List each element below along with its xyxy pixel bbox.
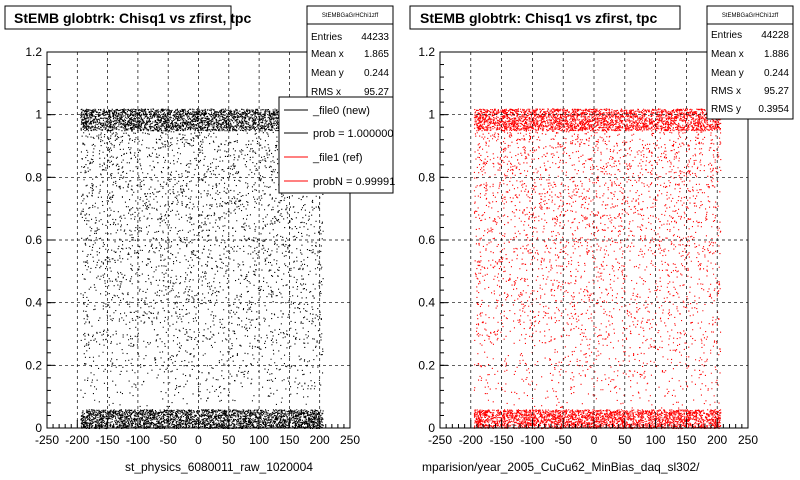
left-title: StEMB globtrk: Chisq1 vs zfirst, tpc	[14, 10, 251, 26]
right-title: StEMB globtrk: Chisq1 vs zfirst, tpc	[420, 10, 657, 26]
x-tick-label-8: 150	[676, 433, 696, 447]
left-stats-label-0: Entries	[311, 32, 342, 43]
left-stats-box: StEMBGaGrHChi1zff Entries 44233 Mean x 1…	[306, 5, 394, 105]
right-stats-label-2: Mean y	[711, 68, 744, 79]
x-tick-label-4: -50	[160, 433, 178, 447]
left-stats-value-1: 1.865	[364, 49, 389, 60]
y-tick-label-2: 0.4	[418, 296, 435, 310]
y-tick-label-2: 0.4	[25, 296, 42, 310]
right-stats-label-0: Entries	[711, 30, 742, 41]
y-tick-label-5: 1	[35, 108, 42, 122]
right-stats-value-4: 0.3954	[758, 104, 789, 115]
x-tick-label-5: 0	[195, 433, 202, 447]
x-tick-label-7: 100	[646, 433, 666, 447]
x-tick-label-8: 150	[279, 433, 299, 447]
left-stats-value-0: 44233	[361, 32, 389, 43]
x-tick-label-5: 0	[591, 433, 598, 447]
y-tick-label-6: 1.2	[418, 45, 435, 59]
x-tick-label-3: -100	[520, 433, 544, 447]
right-stats-box: StEMBGaGrHChi1zff Entries 44228 Mean x 1…	[706, 5, 794, 120]
x-tick-label-10: 250	[738, 433, 758, 447]
y-tick-label-3: 0.6	[418, 233, 435, 247]
x-tick-label-4: -50	[555, 433, 573, 447]
x-tick-label-2: -150	[96, 433, 120, 447]
right-stats-label-3: RMS x	[711, 86, 741, 97]
y-tick-label-6: 1.2	[25, 45, 42, 59]
right-plot-area: -250 -200 -150 -100 -50 0 50 100 150 200 250 0 0.2 0.…	[418, 45, 758, 447]
legend-box: _file0 (new) prob = 1.000000 _file1 (ref…	[278, 96, 395, 194]
x-tick-label-9: 200	[707, 433, 727, 447]
x-tick-label-6: 50	[222, 433, 236, 447]
y-tick-label-0: 0	[428, 421, 435, 435]
legend-item-new: _file0 (new)	[312, 105, 370, 117]
x-tick-label-10: 250	[340, 433, 360, 447]
x-tick-label-7: 100	[249, 433, 269, 447]
right-stats-value-2: 0.244	[764, 68, 789, 79]
x-tick-label-9: 200	[310, 433, 330, 447]
x-tick-label-0: -250	[35, 433, 59, 447]
legend-item-ref: _file1 (ref)	[312, 152, 363, 164]
right-stats-value-0: 44228	[761, 30, 789, 41]
x-tick-label-2: -150	[490, 433, 514, 447]
right-stats-value-3: 95.27	[764, 86, 789, 97]
y-tick-label-4: 0.8	[25, 170, 42, 184]
left-stats-value-2: 0.244	[364, 68, 389, 79]
x-tick-label-1: -200	[459, 433, 483, 447]
y-tick-label-4: 0.8	[418, 170, 435, 184]
right-panel: StEMB globtrk: Chisq1 vs zfirst, tpc -25…	[409, 5, 794, 474]
y-tick-label-0: 0	[35, 421, 42, 435]
right-stats-value-1: 1.886	[764, 49, 789, 60]
x-tick-label-3: -100	[126, 433, 150, 447]
y-tick-label-5: 1	[428, 108, 435, 122]
x-tick-label-6: 50	[618, 433, 632, 447]
right-x-axis-title: mparision/year_2005_CuCu62_MinBias_daq_s…	[422, 460, 700, 474]
left-title-box	[4, 5, 232, 30]
left-stats-value-3: 95.27	[364, 87, 389, 98]
y-tick-label-3: 0.6	[25, 233, 42, 247]
y-tick-label-1: 0.2	[418, 358, 435, 372]
left-stats-name: StEMBGaGrHChi1zff	[322, 13, 379, 19]
legend-item-prob: prob = 1.000000	[313, 128, 393, 140]
y-tick-label-1: 0.2	[25, 358, 42, 372]
right-title-box	[409, 5, 681, 30]
left-stats-label-2: Mean y	[311, 68, 344, 79]
x-tick-label-0: -250	[428, 433, 452, 447]
right-stats-label-1: Mean x	[711, 49, 744, 60]
x-tick-label-1: -200	[65, 433, 89, 447]
left-x-axis-title: st_physics_6080011_raw_1020004	[125, 460, 313, 474]
left-panel: StEMB globtrk: Chisq1 vs zfirst, tpc -25…	[4, 5, 395, 474]
left-stats-label-3: RMS x	[311, 87, 341, 98]
right-stats-name: StEMBGaGrHChi1zff	[722, 13, 779, 19]
left-stats-label-1: Mean x	[311, 49, 344, 60]
right-stats-label-4: RMS y	[711, 104, 741, 115]
legend-item-probn: probN = 0.99991	[313, 176, 395, 188]
